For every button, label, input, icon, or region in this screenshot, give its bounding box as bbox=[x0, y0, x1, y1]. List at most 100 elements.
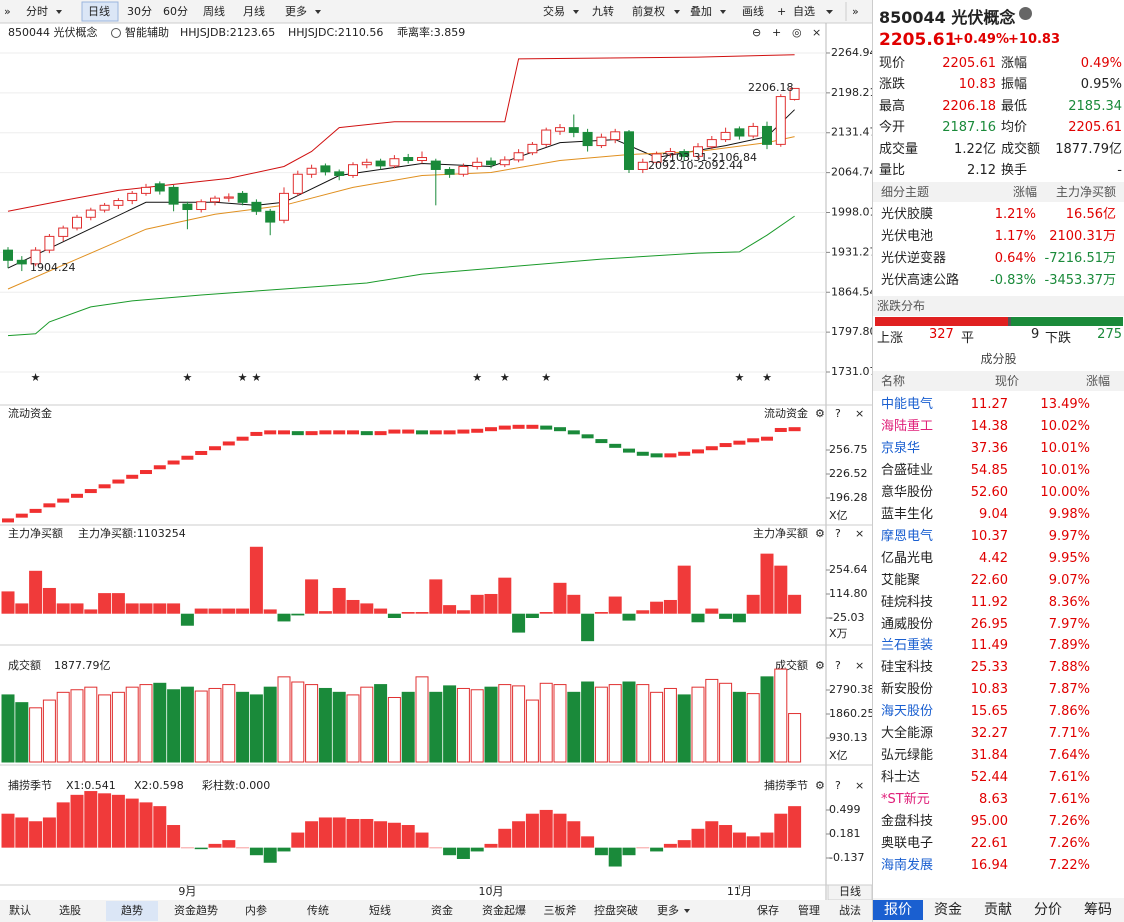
tab[interactable]: 资金起爆 bbox=[482, 903, 526, 917]
stock-name[interactable]: 金盘科技 bbox=[881, 814, 934, 830]
candle-body bbox=[389, 158, 400, 167]
y-tick-label: 1998.01 bbox=[831, 205, 872, 218]
tab[interactable]: 传统 bbox=[307, 904, 329, 917]
toolbar-item[interactable]: 分时 bbox=[26, 5, 48, 18]
stock-row: 艾能聚 22.60 9.07% bbox=[873, 570, 1124, 591]
stock-name[interactable]: 京泉华 bbox=[881, 440, 921, 456]
toolbar-item[interactable]: 月线 bbox=[243, 4, 265, 18]
stock-name[interactable]: 大全能源 bbox=[881, 726, 934, 742]
stock-name[interactable]: 硅宝科技 bbox=[881, 660, 934, 676]
quote-label: 均价 bbox=[1001, 120, 1028, 136]
stock-name[interactable]: 海陆重工 bbox=[881, 418, 934, 434]
candle-body bbox=[3, 249, 13, 261]
bar bbox=[111, 794, 125, 848]
stock-name[interactable]: 科士达 bbox=[881, 770, 921, 786]
y-tick-label: 1931.27 bbox=[831, 245, 872, 258]
bar bbox=[305, 579, 319, 614]
bar bbox=[318, 817, 332, 848]
bar bbox=[277, 847, 291, 852]
tab[interactable]: 控盘突破 bbox=[594, 903, 638, 917]
stock-name[interactable]: 新安股份 bbox=[881, 682, 934, 698]
side-tab[interactable]: 分价 bbox=[1034, 902, 1062, 918]
stock-price: 10.37 bbox=[970, 528, 1008, 544]
toolbar-item[interactable]: 画线 bbox=[742, 4, 764, 18]
quote-value: 0.95% bbox=[1080, 77, 1122, 93]
side-tab[interactable]: 贡献 bbox=[984, 902, 1012, 918]
toolbar-item[interactable]: 日线 bbox=[88, 4, 110, 18]
icon: » bbox=[852, 5, 859, 18]
panel-icon: ⚙ bbox=[815, 659, 825, 672]
volume-bar bbox=[249, 694, 263, 763]
stock-name[interactable]: 海天股份 bbox=[881, 704, 934, 720]
theme-name[interactable]: 光伏逆变器 bbox=[881, 251, 947, 266]
candle-body bbox=[279, 192, 289, 221]
active-tab bbox=[106, 901, 158, 921]
volume-bar bbox=[705, 678, 719, 763]
bar bbox=[567, 594, 581, 614]
tab[interactable]: 资金 bbox=[431, 903, 453, 917]
stock-name[interactable]: 弘元绿能 bbox=[881, 748, 934, 764]
bar bbox=[636, 847, 650, 849]
side-tab[interactable]: 资金 bbox=[934, 902, 962, 918]
quote-value: 1877.79亿 bbox=[1055, 141, 1122, 157]
side-tab[interactable]: 报价 bbox=[873, 900, 923, 920]
bar bbox=[760, 832, 774, 848]
header-cell: 涨幅 bbox=[1013, 185, 1038, 199]
toolbar-item[interactable]: 周线 bbox=[203, 4, 225, 18]
stock-name[interactable]: 中能电气 bbox=[881, 397, 934, 412]
tab[interactable]: 短线 bbox=[369, 903, 391, 917]
volume-bar bbox=[429, 691, 443, 763]
stock-name[interactable]: 硅烷科技 bbox=[881, 594, 934, 610]
bar bbox=[236, 608, 250, 614]
stock-name[interactable]: 蓝丰生化 bbox=[881, 506, 934, 522]
tab[interactable]: 三板斧 bbox=[544, 903, 577, 917]
tab[interactable]: 更多 bbox=[657, 903, 679, 917]
panel-icon: ? bbox=[835, 407, 841, 420]
toolbar-item[interactable]: 九转 bbox=[592, 4, 614, 18]
stock-row: 蓝丰生化 9.04 9.98% bbox=[873, 504, 1124, 525]
stock-name[interactable]: 合盛硅业 bbox=[881, 462, 934, 478]
toolbar-item[interactable]: 30分 bbox=[127, 5, 152, 18]
bar bbox=[788, 594, 802, 614]
tab[interactable]: 内参 bbox=[245, 903, 267, 917]
stock-name[interactable]: 亿晶光电 bbox=[881, 550, 934, 566]
quote-value: 2185.34 bbox=[1068, 98, 1122, 114]
stock-name[interactable]: 奥联电子 bbox=[881, 836, 934, 851]
toolbar-item[interactable]: 前复权 bbox=[632, 4, 665, 18]
toolbar-item[interactable]: 自选 bbox=[793, 5, 815, 18]
side-tab[interactable]: 筹码 bbox=[1084, 902, 1112, 918]
toolbar-item[interactable]: 交易 bbox=[543, 4, 565, 18]
flow-mark bbox=[333, 430, 346, 435]
theme-name[interactable]: 光伏高速公路 bbox=[881, 273, 960, 288]
legend-item: HHJSJDB:2123.65 bbox=[180, 26, 275, 39]
bar bbox=[29, 570, 43, 614]
tab[interactable]: 战法 bbox=[839, 903, 861, 917]
stock-name[interactable]: *ST新元 bbox=[881, 792, 930, 808]
volume-bar bbox=[236, 691, 250, 763]
tab[interactable]: 选股 bbox=[59, 904, 81, 917]
bar bbox=[139, 802, 153, 848]
toolbar-item[interactable]: 更多 bbox=[285, 4, 307, 18]
toolbar-item[interactable]: 叠加 bbox=[690, 5, 712, 18]
candle-body bbox=[610, 131, 621, 141]
tab[interactable]: 保存 bbox=[757, 903, 779, 917]
stock-pct: 7.64% bbox=[1048, 748, 1090, 764]
bar bbox=[622, 613, 636, 621]
tab[interactable]: 管理 bbox=[798, 903, 820, 917]
tab[interactable]: 资金趋势 bbox=[174, 903, 218, 917]
bar bbox=[318, 611, 332, 614]
stock-row: 摩恩电气 10.37 9.97% bbox=[873, 526, 1124, 547]
stock-name[interactable]: 摩恩电气 bbox=[881, 528, 934, 544]
tab[interactable]: 默认 bbox=[9, 904, 31, 917]
stock-name[interactable]: 通威股份 bbox=[881, 616, 934, 632]
bar bbox=[594, 611, 608, 614]
flow-mark bbox=[623, 448, 635, 453]
tab[interactable]: 趋势 bbox=[121, 904, 143, 917]
stock-name[interactable]: 兰石重装 bbox=[881, 638, 934, 654]
stock-name[interactable]: 海南发展 bbox=[881, 857, 934, 873]
stock-name[interactable]: 意华股份 bbox=[881, 484, 934, 500]
toolbar-item[interactable]: 60分 bbox=[163, 5, 188, 18]
theme-name[interactable]: 光伏胶膜 bbox=[881, 207, 934, 222]
theme-name[interactable]: 光伏电池 bbox=[881, 229, 934, 244]
stock-name[interactable]: 艾能聚 bbox=[881, 572, 921, 588]
